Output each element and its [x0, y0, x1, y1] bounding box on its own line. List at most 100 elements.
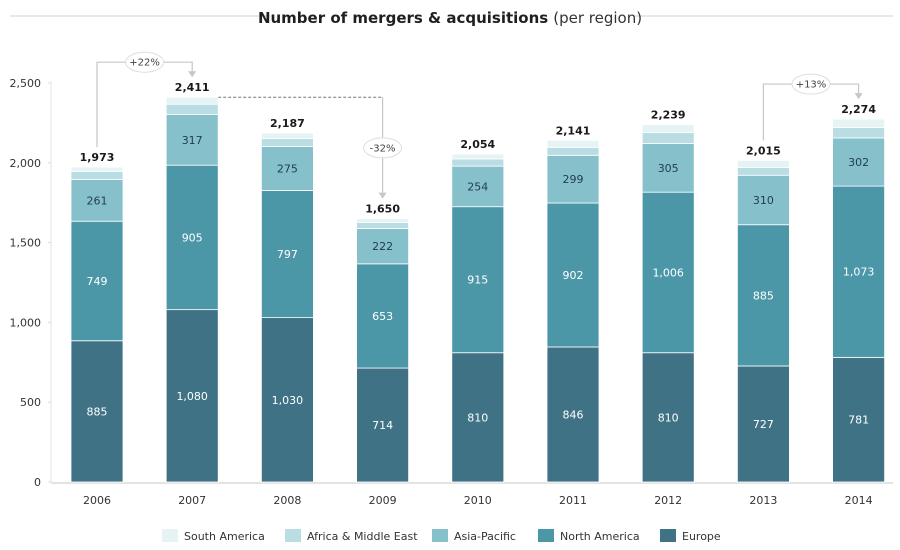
segment-value-label: 797 — [277, 248, 298, 261]
chart-title: Number of mergers & acquisitions (per reg… — [258, 9, 642, 27]
bar-stack-2013: 727 885 310 2,015 — [737, 144, 790, 483]
bar-segment-asia-pacific — [641, 143, 695, 193]
bar-segment-africa-middle-east — [832, 127, 885, 139]
legend: South America Africa & Middle East Asia-Pa… — [162, 529, 721, 543]
bar-segment-europe — [737, 365, 790, 483]
chart-title-subtitle: (per region) — [553, 9, 642, 27]
bar-segment-north-america — [356, 263, 410, 369]
y-tick-label: 1,000 — [10, 316, 42, 329]
segment-value-label: 749 — [87, 275, 108, 288]
bar-segment-south-america — [546, 139, 600, 148]
bar-stack-2006: 885 749 261 1,973 — [70, 151, 124, 483]
legend-item-south-america: South America — [162, 529, 265, 543]
bar-segment-north-america — [737, 224, 790, 367]
arrow-head-icon — [378, 192, 387, 199]
bar-stack-2012: 810 1,006 305 2,239 — [641, 109, 695, 483]
segment-value-label: 305 — [658, 162, 679, 175]
x-tick-label: 2007 — [178, 494, 206, 507]
bar-segment-south-america — [356, 218, 410, 223]
legend-label: North America — [560, 530, 640, 543]
bar-segment-europe — [451, 352, 505, 483]
bar-segment-africa-middle-east — [641, 132, 695, 144]
y-tick-label: 0 — [34, 476, 41, 489]
legend-swatch — [432, 529, 448, 542]
segment-value-label: 222 — [372, 240, 393, 253]
annotation-bubble — [363, 137, 403, 159]
legend-item-north-america: North America — [538, 529, 640, 543]
total-label: 1,973 — [80, 151, 115, 164]
bar-segment-south-america — [165, 96, 219, 105]
x-tick-label: 2010 — [464, 494, 492, 507]
chart-title-group: Number of mergers & acquisitions (per reg… — [10, 9, 893, 27]
bar-segment-south-america — [451, 153, 505, 160]
segment-value-label: 254 — [467, 180, 488, 193]
bar-segment-asia-pacific — [832, 137, 885, 187]
bar-segment-north-america — [260, 190, 314, 319]
bar-segment-europe — [260, 317, 314, 483]
annotation-growth: +13% — [762, 73, 863, 141]
segment-value-label: 299 — [563, 173, 584, 186]
bar-segment-europe — [546, 346, 600, 483]
annotation-label: +13% — [796, 80, 827, 91]
legend-item-europe: Europe — [660, 529, 721, 543]
segment-value-label: 885 — [87, 405, 108, 418]
total-label: 2,187 — [270, 117, 305, 130]
legend-label: Asia-Pacific — [454, 530, 516, 543]
total-label: 2,274 — [841, 103, 876, 116]
bar-segment-south-america — [641, 124, 695, 134]
axes: 0 500 1,000 1,500 2,000 2,500 2006 2007 2008 2009… — [10, 77, 893, 507]
segment-value-label: 1,073 — [843, 266, 875, 279]
y-tick-label: 2,000 — [10, 157, 42, 170]
x-tick-label: 2006 — [83, 494, 111, 507]
segment-value-label: 302 — [848, 156, 869, 169]
annotation-growth: +22% — [96, 51, 197, 148]
segment-value-label: 810 — [658, 411, 679, 424]
total-label: 1,650 — [365, 203, 400, 216]
bar-segment-north-america — [546, 202, 600, 348]
bar-segment-south-america — [70, 166, 124, 172]
legend-label: Europe — [682, 530, 721, 543]
total-label: 2,141 — [556, 124, 591, 137]
bar-segment-north-america — [641, 191, 695, 354]
bar-segment-africa-middle-east — [451, 158, 505, 167]
segment-value-label: 846 — [563, 408, 584, 421]
bar-segment-africa-middle-east — [260, 138, 314, 147]
bar-segment-europe — [70, 340, 124, 483]
segment-value-label: 653 — [372, 310, 393, 323]
bar-segment-north-america — [451, 206, 505, 354]
bar-segment-asia-pacific — [165, 114, 219, 166]
legend-swatch — [538, 529, 554, 542]
bar-stack-2010: 810 915 254 2,054 — [451, 138, 505, 483]
x-tick-label: 2011 — [559, 494, 587, 507]
total-label: 2,015 — [746, 144, 781, 157]
legend-label: Africa & Middle East — [307, 530, 418, 543]
segment-value-label: 1,080 — [176, 390, 208, 403]
legend-swatch — [285, 529, 301, 542]
segment-value-label: 781 — [848, 414, 869, 427]
bar-stack-2011: 846 902 299 2,141 — [546, 124, 600, 483]
annotation-label: +22% — [129, 58, 160, 69]
bar-segment-south-america — [832, 118, 885, 128]
annotation-decline: -32% — [218, 96, 403, 199]
x-tick-label: 2008 — [273, 494, 301, 507]
chart-title-main: Number of mergers & acquisitions — [258, 9, 548, 27]
bar-segment-south-america — [737, 160, 790, 168]
bar-segment-north-america — [70, 220, 124, 342]
bar-segment-asia-pacific — [737, 174, 790, 226]
annotation-bubble — [125, 51, 165, 73]
x-tick-label: 2014 — [845, 494, 873, 507]
legend-swatch — [660, 529, 676, 542]
bars: 885 749 261 1,973 1,080 905 317 2,411 1,030 797 27… — [70, 81, 885, 483]
segment-value-label: 275 — [277, 162, 298, 175]
bar-segment-asia-pacific — [70, 179, 124, 222]
annotations: +22% -32% +13% — [96, 51, 863, 199]
bar-segment-south-america — [260, 132, 314, 139]
y-tick-label: 2,500 — [10, 77, 42, 90]
bar-stack-2009: 714 653 222 1,650 — [356, 203, 410, 483]
bar-segment-north-america — [165, 164, 219, 311]
segment-value-label: 261 — [87, 194, 108, 207]
x-tick-label: 2009 — [369, 494, 397, 507]
segment-value-label: 727 — [753, 418, 774, 431]
segment-value-label: 1,030 — [272, 394, 304, 407]
